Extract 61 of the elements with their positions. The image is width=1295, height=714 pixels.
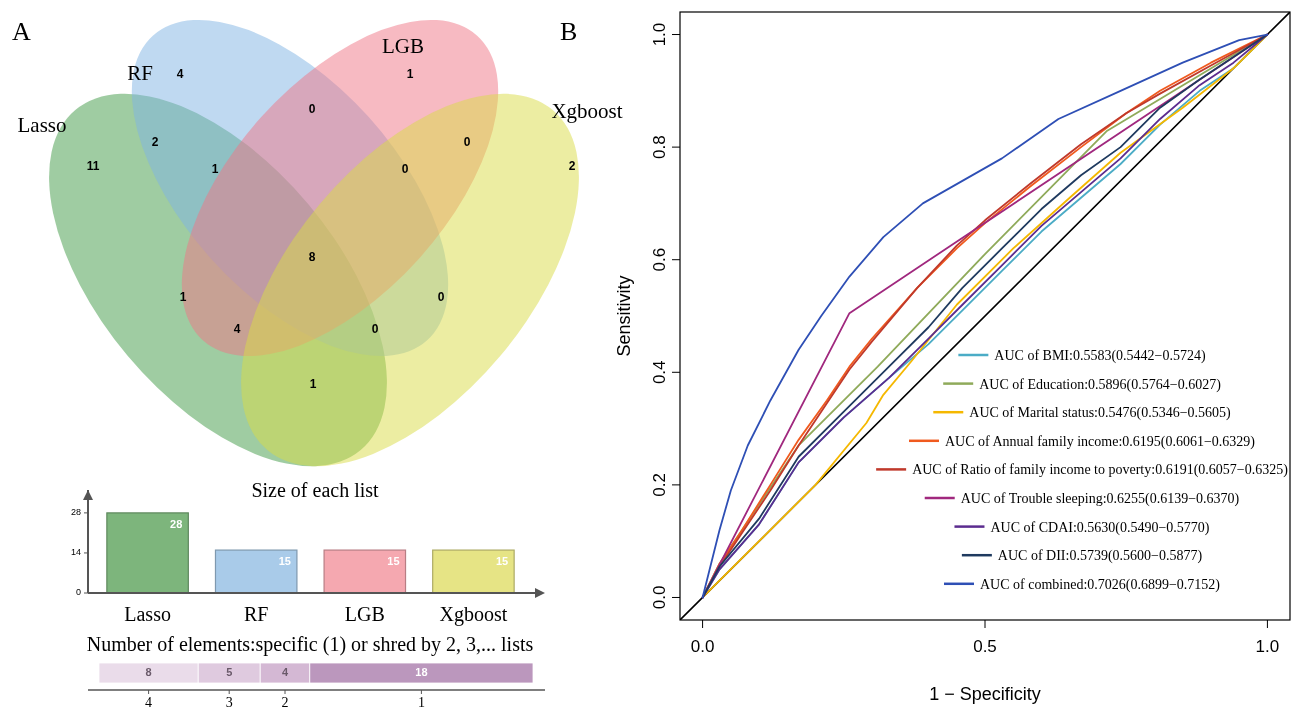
text: 1 [309, 377, 317, 392]
chart-title: B [560, 17, 578, 46]
y-tick-label: 0.2 [650, 473, 669, 497]
x-axis-title: 1 − Specificity [929, 684, 1041, 704]
text: A [12, 17, 31, 46]
text: 0 [308, 102, 316, 117]
text: 4 [176, 67, 184, 82]
y-tick-label: 14 [70, 547, 81, 558]
series-label: 4 [145, 695, 153, 710]
legend-label: AUC of Trouble sleeping:0.6255(0.6139−0.6370) [960, 491, 1240, 507]
data-label: 18 [415, 665, 428, 678]
x-tick-label: Lasso [124, 603, 171, 625]
y-tick-label: 0 [75, 587, 81, 598]
chart-title: Size of each list [251, 479, 380, 501]
y-tick-label: 0.6 [650, 247, 669, 272]
text: 1 [179, 290, 187, 305]
y-tick-label: 28 [70, 507, 81, 518]
legend-label: AUC of DII:0.5739(0.5600−0.5877) [997, 548, 1203, 565]
text: 0 [401, 162, 409, 177]
y-tick-label: 0.4 [650, 360, 669, 385]
data-label: 4 [281, 665, 289, 678]
series-label: 1 [417, 695, 425, 710]
legend-label: AUC of Marital status:0.5476(0.5346−0.5605) [969, 405, 1232, 422]
legend-label: AUC of Ratio of family income to poverty:0.6191(0.6057−0.6325) [912, 462, 1289, 479]
x-tick-label: Xgboost [439, 603, 508, 626]
data-label: 28 [170, 517, 183, 530]
text: 2 [568, 159, 576, 174]
text: 11 [86, 159, 100, 174]
data-label: 15 [387, 555, 400, 568]
legend-label: AUC of Annual family income:0.6195(0.6061−0.6329) [944, 433, 1256, 450]
legend-label: AUC of BMI:0.5583(0.5442−0.5724) [994, 348, 1206, 364]
chart-title: Number of elements:specific (1) or shred by 2, 3,... lists [86, 633, 534, 656]
text: 0 [437, 290, 445, 305]
data-label: 15 [278, 555, 291, 568]
data-label: 5 [226, 665, 233, 678]
x-tick-label: RF [243, 603, 269, 625]
legend-label: AUC of CDAI:0.5630(0.5490−0.5770) [990, 519, 1210, 536]
data-label: 8 [145, 665, 152, 678]
y-tick-label: 0.8 [650, 135, 669, 159]
x-tick-label: 1.0 [1255, 637, 1280, 656]
x-tick-label: LGB [344, 603, 385, 625]
legend-label: AUC of Education:0.5896(0.5764−0.6027) [979, 376, 1222, 393]
series-label: 2 [281, 695, 289, 710]
text: 8 [308, 250, 316, 265]
text: 0 [371, 322, 379, 337]
category-label: LGB [382, 34, 424, 58]
category-label: RF [127, 61, 153, 85]
text: 4 [233, 322, 241, 337]
text: 1 [211, 162, 219, 177]
text: 1 [406, 67, 414, 82]
text: 0 [463, 135, 471, 150]
y-axis-title: Sensitivity [614, 275, 634, 357]
data-label: 15 [495, 555, 509, 568]
x-tick-label: 0.0 [690, 637, 715, 656]
legend-label: AUC of combined:0.7026(0.6899−0.7152) [979, 576, 1221, 593]
category-label: Lasso [17, 113, 67, 137]
category-label: Xgboost [551, 99, 623, 123]
x-tick-label: 0.5 [973, 637, 997, 656]
y-tick-label: 1.0 [650, 22, 669, 47]
series-label: 3 [225, 695, 233, 710]
text: 2 [151, 135, 159, 150]
